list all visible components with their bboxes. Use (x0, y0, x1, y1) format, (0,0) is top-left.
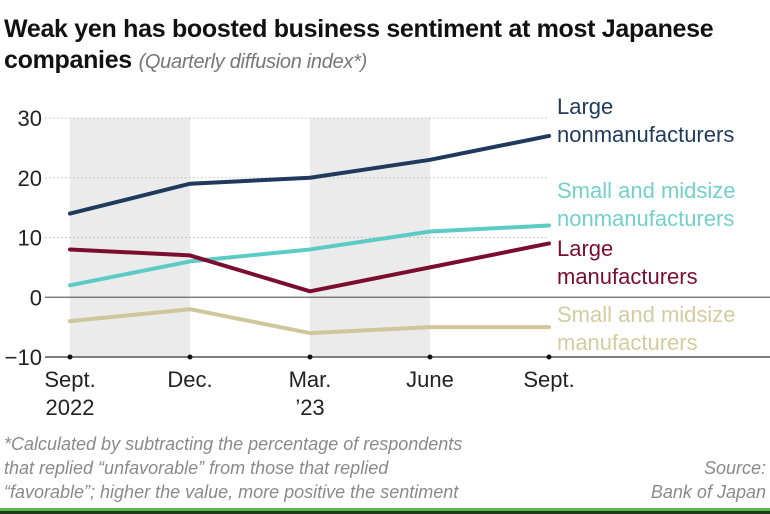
bottom-accent-bar (0, 508, 770, 511)
footnote-line: that replied “unfavorable” from those th… (4, 458, 389, 478)
data-point (428, 158, 432, 162)
data-point (188, 182, 192, 186)
x-tick-mark (67, 354, 73, 360)
data-point (308, 289, 312, 293)
footnote: *Calculated by subtracting the percentag… (4, 432, 462, 504)
y-tick-label: 30 (18, 106, 42, 131)
x-tick-mark (427, 354, 433, 360)
data-point (547, 241, 551, 245)
data-point (188, 253, 192, 257)
series-label: Large (557, 94, 613, 119)
chart-title: Weak yen has boosted business sentiment … (4, 14, 770, 78)
data-point (308, 331, 312, 335)
data-point (428, 265, 432, 269)
data-point (547, 325, 551, 329)
source-label: Source: (703, 458, 766, 478)
series-label: manufacturers (557, 264, 698, 289)
series-label: Large (557, 236, 613, 261)
y-tick-label: −10 (5, 345, 42, 370)
series-label: Small and midsize (557, 302, 736, 327)
data-point (68, 283, 72, 287)
x-tick-label: Mar. (289, 367, 332, 392)
source-name: Bank of Japan (650, 482, 766, 502)
series-label: nonmanufacturers (557, 122, 734, 147)
data-point (68, 319, 72, 323)
data-point (428, 325, 432, 329)
source: Source: Bank of Japan (651, 456, 766, 504)
data-point (308, 176, 312, 180)
y-tick-label: 20 (18, 166, 42, 191)
series-label: nonmanufacturers (557, 206, 734, 231)
x-tick-label: Sept. (523, 367, 574, 392)
x-tick-mark (187, 354, 193, 360)
data-point (428, 230, 432, 234)
y-tick-label: 10 (18, 226, 42, 251)
data-point (188, 307, 192, 311)
footnote-line: “favorable”; higher the value, more posi… (4, 482, 459, 502)
data-point (547, 224, 551, 228)
data-point (68, 247, 72, 251)
data-point (68, 212, 72, 216)
data-point (547, 134, 551, 138)
x-tick-label-year: ’23 (295, 395, 324, 420)
data-point (308, 247, 312, 251)
data-point (188, 259, 192, 263)
series-label: Small and midsize (557, 178, 736, 203)
x-tick-label: June (406, 367, 454, 392)
x-tick-label-year: 2022 (46, 395, 95, 420)
title-text: Weak yen has boosted business sentiment … (4, 15, 714, 74)
x-tick-mark (546, 354, 552, 360)
footnote-line: *Calculated by subtracting the percentag… (4, 434, 463, 454)
x-tick-label: Dec. (167, 367, 212, 392)
chart-subtitle: (Quarterly diffusion index*) (138, 51, 368, 73)
y-tick-label: 0 (30, 285, 42, 310)
x-tick-mark (307, 354, 313, 360)
bottom-dark-bar (0, 511, 770, 514)
x-tick-label: Sept. (44, 367, 95, 392)
series-label: manufacturers (557, 330, 698, 355)
